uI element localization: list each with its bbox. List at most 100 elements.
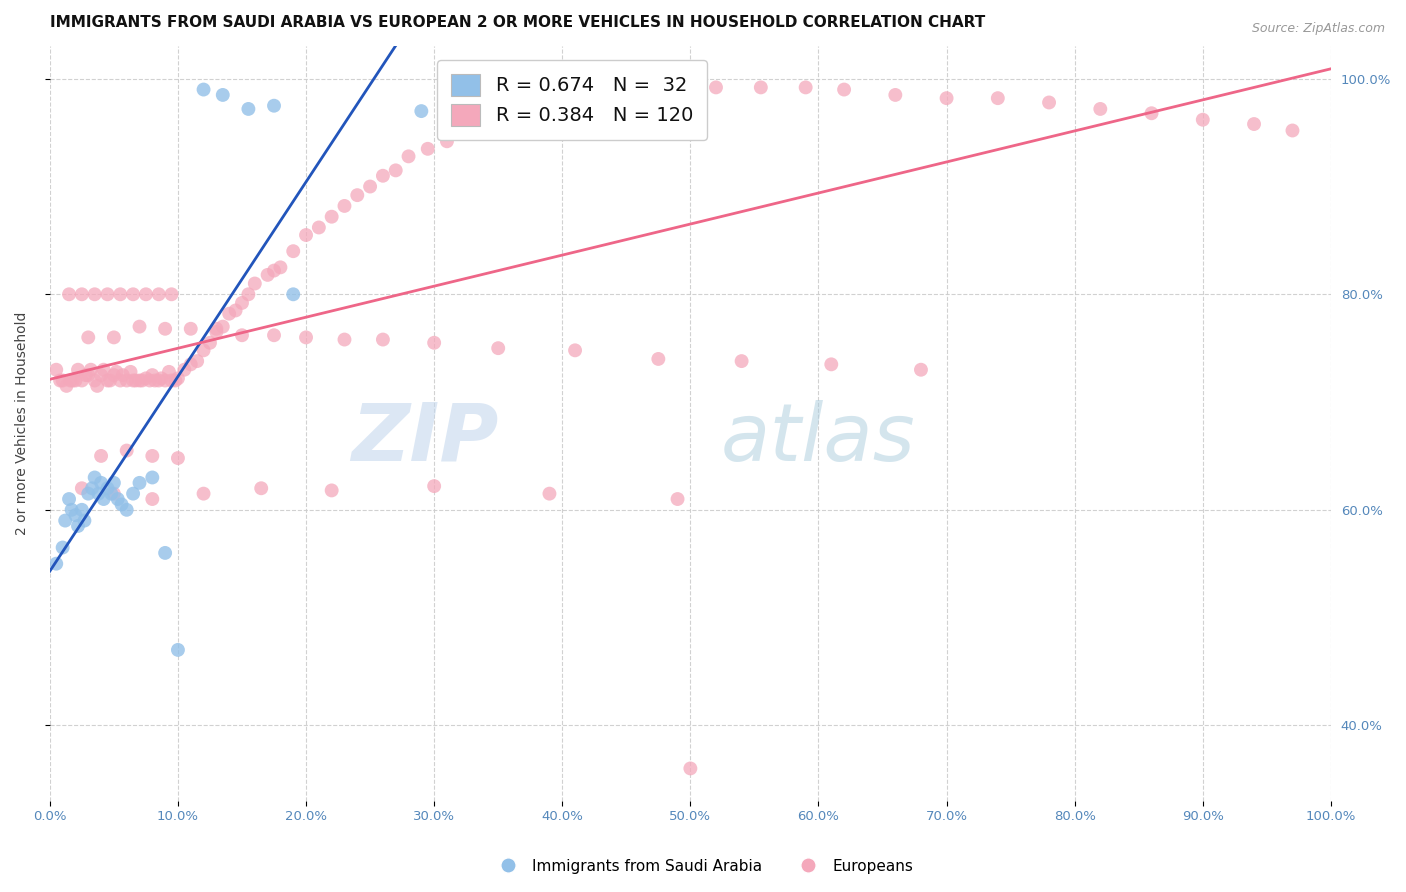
Point [749,80,772,95]
Point [167,451,190,466]
Point [321,483,343,498]
Point [143,374,166,388]
Point [65,374,87,388]
Point [295,227,318,242]
Point [1281,123,1303,137]
Point [205,322,228,336]
Point [141,491,163,506]
Point [103,475,125,490]
Point [58,287,80,301]
Point [1038,95,1060,110]
Point [53,514,76,528]
Point [589,91,612,105]
Point [60,503,83,517]
Point [269,260,291,275]
Point [115,503,138,517]
Point [167,643,190,657]
Point [77,368,100,383]
Point [141,368,163,383]
Point [180,322,202,336]
Legend: Immigrants from Saudi Arabia, Europeans: Immigrants from Saudi Arabia, Europeans [486,853,920,880]
Point [124,374,146,388]
Point [263,263,285,277]
Point [58,491,80,506]
Point [1243,117,1265,131]
Point [238,102,260,116]
Point [90,475,112,490]
Point [679,761,702,775]
Point [52,374,75,388]
Point [160,374,183,388]
Point [1090,102,1112,116]
Text: Source: ZipAtlas.com: Source: ZipAtlas.com [1251,22,1385,36]
Point [371,333,394,347]
Point [704,80,727,95]
Point [128,319,150,334]
Point [86,379,108,393]
Point [141,470,163,484]
Point [90,449,112,463]
Point [82,481,104,495]
Point [77,486,100,500]
Point [564,95,586,110]
Point [564,343,586,358]
Point [66,362,89,376]
Point [120,365,142,379]
Point [73,514,96,528]
Point [107,491,129,506]
Point [238,287,260,301]
Point [110,287,132,301]
Point [115,443,138,458]
Point [103,330,125,344]
Point [139,374,162,388]
Point [231,296,253,310]
Point [70,374,93,388]
Point [96,287,118,301]
Point [157,365,180,379]
Point [321,210,343,224]
Point [173,362,195,376]
Point [180,357,202,371]
Point [218,307,240,321]
Point [141,449,163,463]
Point [211,319,233,334]
Point [135,371,157,385]
Point [256,268,278,282]
Point [80,362,103,376]
Point [333,333,356,347]
Point [398,149,420,163]
Point [193,82,215,96]
Point [153,374,176,388]
Point [346,188,368,202]
Point [263,328,285,343]
Point [243,277,266,291]
Point [910,362,932,376]
Point [538,486,561,500]
Point [110,497,132,511]
Point [666,491,689,506]
Point [153,546,176,560]
Point [666,85,689,99]
Y-axis label: 2 or more Vehicles in Household: 2 or more Vehicles in Household [15,312,30,535]
Point [423,479,446,493]
Point [83,374,105,388]
Point [135,287,157,301]
Point [153,322,176,336]
Point [832,82,855,96]
Point [111,368,134,383]
Point [90,368,112,383]
Text: IMMIGRANTS FROM SAUDI ARABIA VS EUROPEAN 2 OR MORE VEHICLES IN HOUSEHOLD CORRELA: IMMIGRANTS FROM SAUDI ARABIA VS EUROPEAN… [49,15,986,30]
Point [198,335,221,350]
Point [1191,112,1213,127]
Point [148,374,170,388]
Point [371,169,394,183]
Point [55,379,77,393]
Legend: R = 0.674   N =  32, R = 0.384   N = 120: R = 0.674 N = 32, R = 0.384 N = 120 [437,60,707,140]
Point [87,486,110,500]
Point [884,87,907,102]
Point [628,85,651,99]
Point [83,287,105,301]
Point [75,368,97,383]
Point [794,80,817,95]
Point [70,481,93,495]
